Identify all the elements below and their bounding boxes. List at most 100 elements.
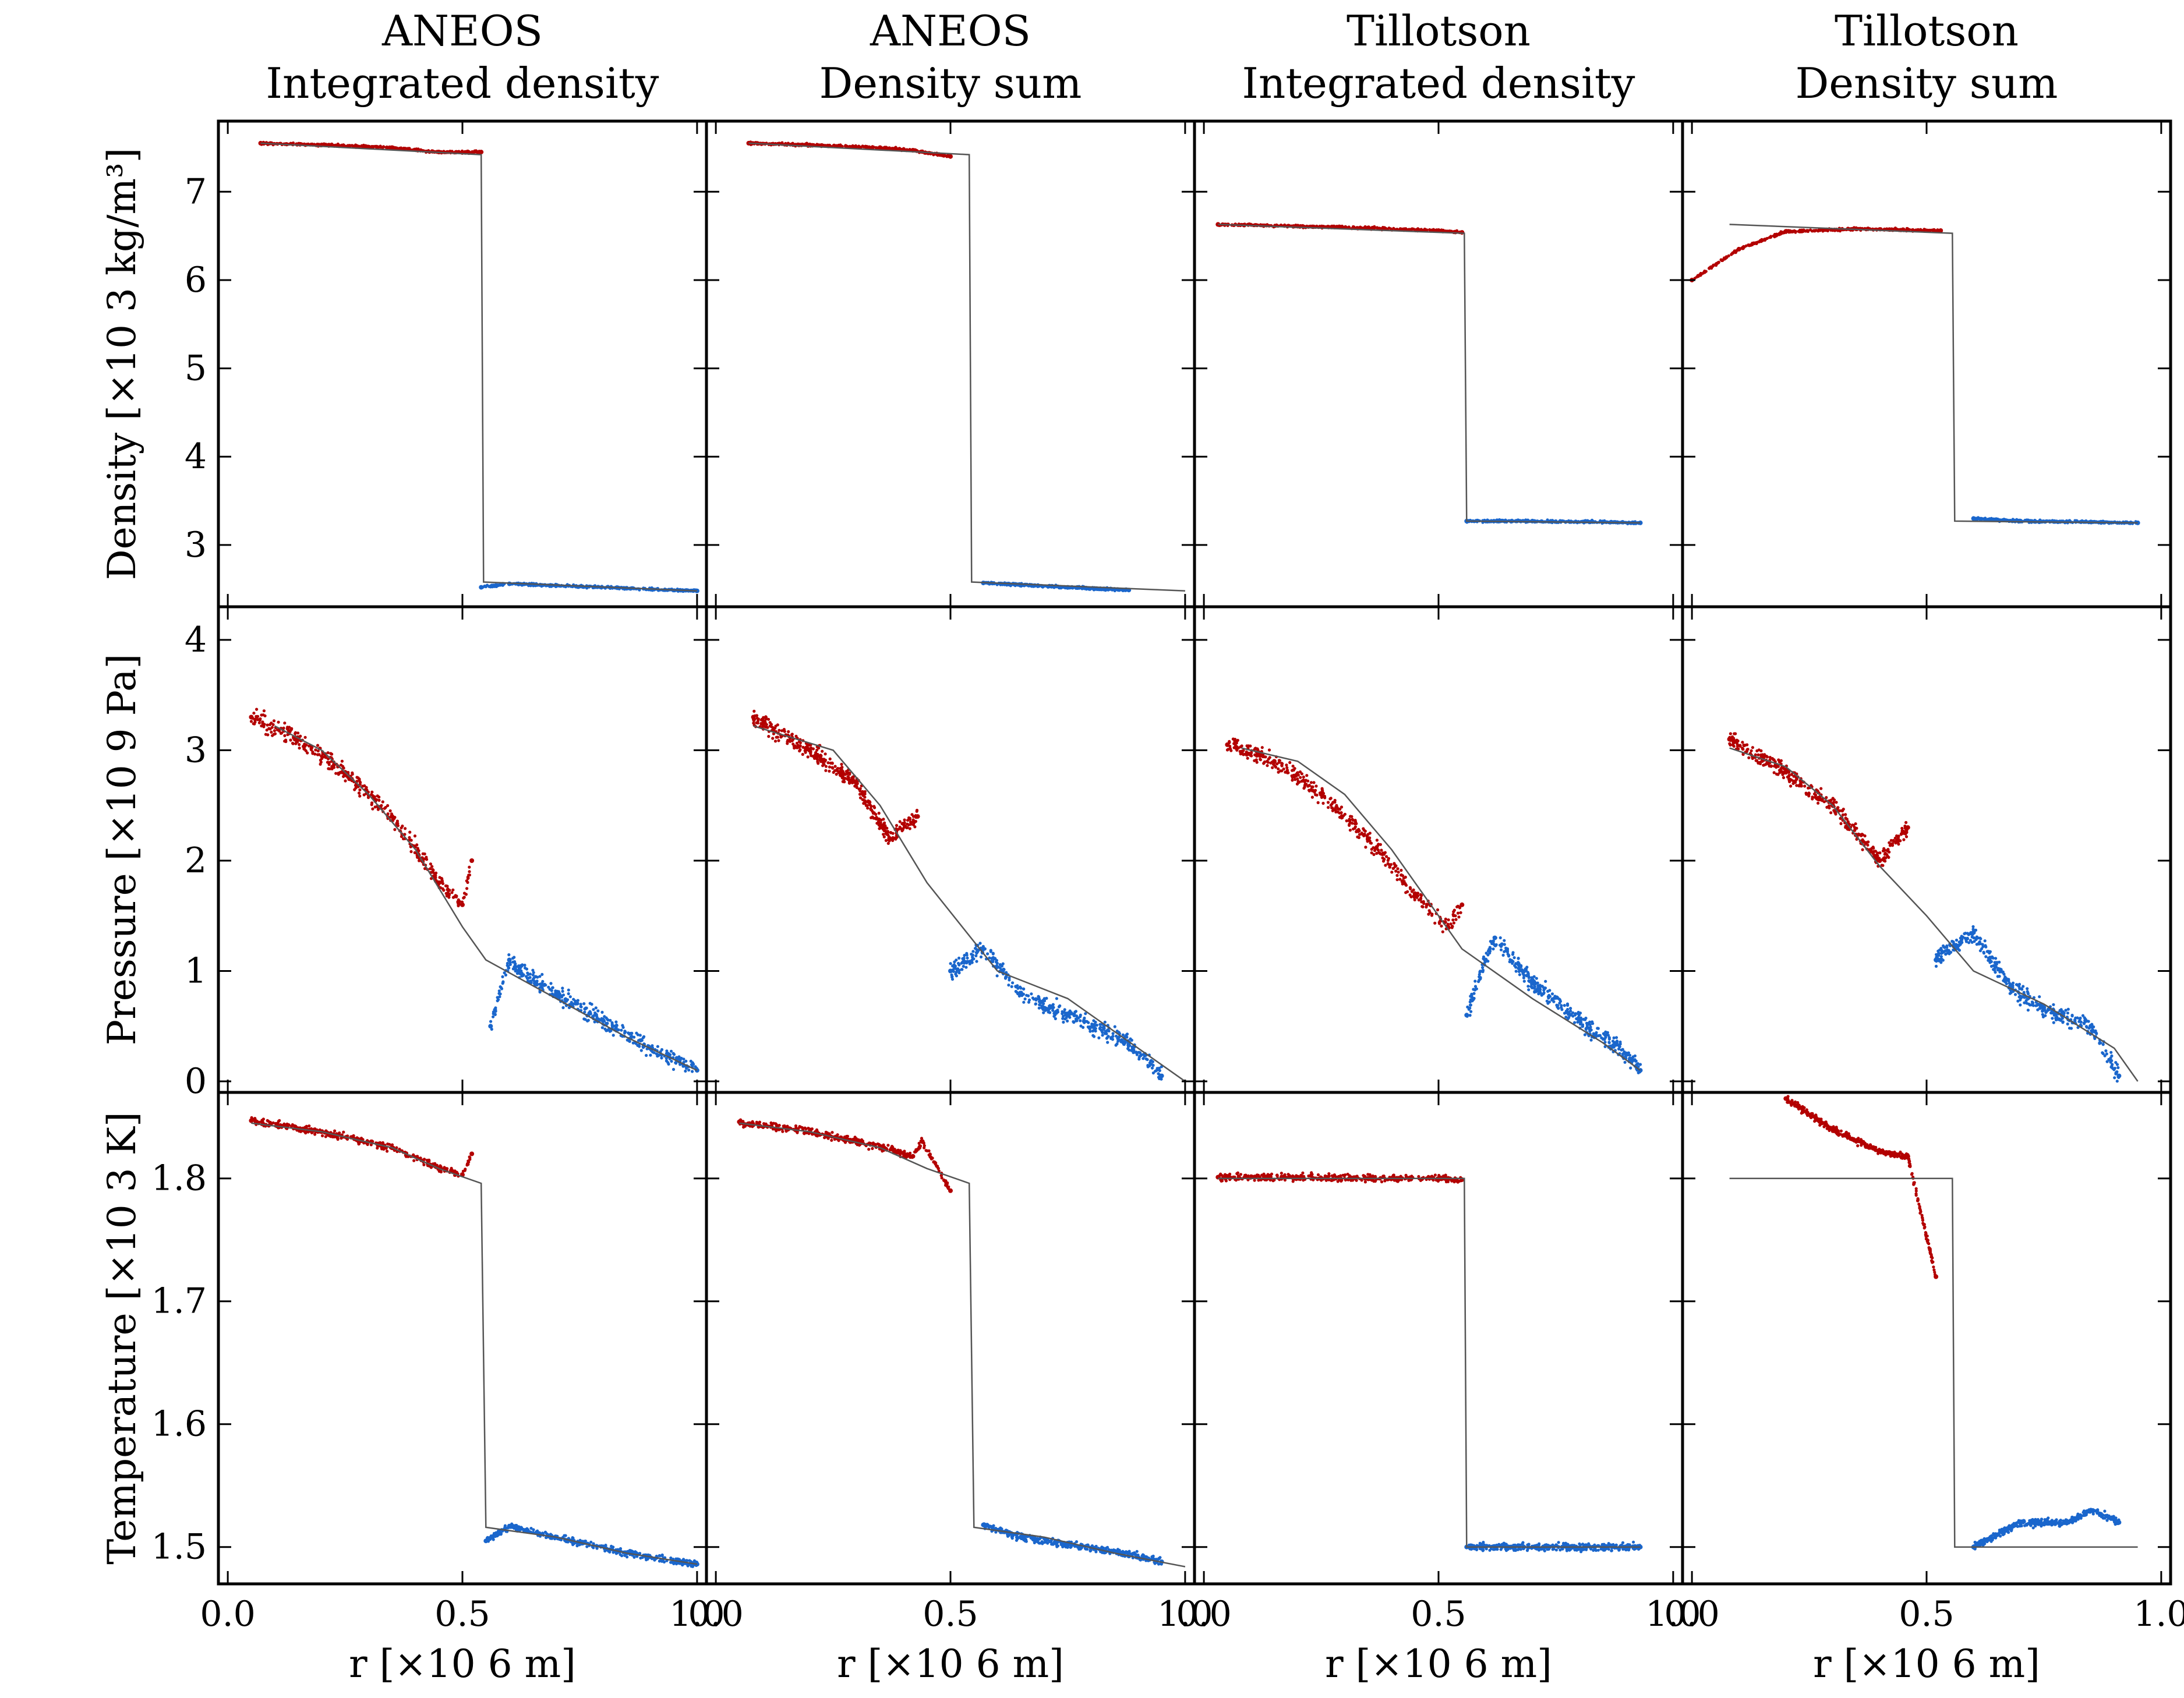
scatter-point bbox=[257, 721, 261, 724]
scatter-point bbox=[1747, 243, 1750, 247]
y-tick-label: 1 bbox=[185, 951, 207, 992]
scatter-point bbox=[353, 788, 356, 791]
column-title-line: Tillotson bbox=[1835, 6, 2019, 55]
scatter-point bbox=[895, 824, 899, 827]
scatter-point bbox=[538, 975, 542, 978]
scatter-point bbox=[835, 773, 838, 776]
scatter-point bbox=[769, 723, 773, 726]
scatter-point bbox=[513, 960, 517, 964]
scatter-point bbox=[970, 953, 973, 956]
scatter-point bbox=[790, 733, 794, 736]
scatter-point bbox=[1111, 1032, 1115, 1035]
scatter-point bbox=[1777, 233, 1781, 236]
scatter-point bbox=[913, 820, 916, 823]
scatter-point bbox=[621, 1025, 625, 1029]
scatter-point bbox=[413, 834, 417, 838]
scatter-point bbox=[588, 1011, 592, 1014]
scatter-point bbox=[1116, 588, 1119, 592]
scatter-point bbox=[454, 895, 458, 898]
scatter-point bbox=[390, 145, 395, 150]
scatter-point bbox=[340, 759, 344, 763]
scatter-point bbox=[271, 723, 275, 726]
scatter-point bbox=[265, 728, 268, 732]
scatter-point bbox=[798, 748, 802, 752]
scatter-point bbox=[464, 893, 468, 896]
scatter-point bbox=[346, 144, 350, 147]
scatter-point bbox=[816, 760, 819, 763]
scatter-point bbox=[1150, 1066, 1154, 1070]
scatter-point bbox=[507, 957, 512, 963]
scatter-point bbox=[1363, 225, 1366, 229]
scatter-point bbox=[780, 141, 784, 144]
inner-material-scatter bbox=[751, 709, 920, 845]
scatter-point bbox=[815, 748, 819, 752]
scatter-point bbox=[507, 967, 510, 970]
scatter-point bbox=[483, 585, 487, 588]
scatter-point bbox=[794, 734, 798, 738]
scatter-point bbox=[582, 1017, 586, 1021]
scatter-point bbox=[803, 749, 807, 752]
scatter-point bbox=[974, 954, 978, 957]
scatter-point bbox=[1711, 264, 1715, 268]
scatter-point bbox=[468, 865, 471, 869]
scatter-point bbox=[978, 942, 982, 945]
scatter-point bbox=[908, 816, 911, 820]
scatter-point bbox=[404, 827, 407, 830]
scatter-point bbox=[948, 154, 953, 159]
scatter-point bbox=[567, 988, 570, 992]
scatter-point bbox=[778, 728, 781, 732]
scatter-point bbox=[1755, 240, 1759, 244]
scatter-point bbox=[793, 747, 796, 750]
scatter-point bbox=[579, 1003, 582, 1006]
scatter-point bbox=[528, 972, 532, 976]
scatter-point bbox=[1381, 227, 1386, 231]
scatter-point bbox=[1144, 1057, 1148, 1061]
scatter-point bbox=[824, 758, 827, 762]
scatter-point bbox=[766, 717, 771, 721]
y-tick-label: 3 bbox=[185, 525, 207, 565]
column-title-line: ANEOS bbox=[870, 6, 1031, 55]
scatter-point bbox=[615, 1024, 619, 1027]
scatter-point bbox=[883, 821, 886, 825]
scatter-point bbox=[492, 1015, 495, 1018]
scatter-point bbox=[846, 144, 849, 148]
outer-material-scatter bbox=[948, 942, 1164, 1081]
scatter-point bbox=[833, 765, 837, 768]
scatter-point bbox=[525, 977, 529, 980]
scatter-point bbox=[1101, 1034, 1104, 1037]
scatter-point bbox=[833, 144, 837, 148]
scatter-point bbox=[687, 1069, 691, 1072]
scatter-point bbox=[507, 953, 511, 957]
scatter-point bbox=[1378, 227, 1381, 230]
scatter-point bbox=[523, 963, 526, 967]
scatter-point bbox=[1715, 261, 1718, 265]
scatter-point bbox=[446, 885, 449, 888]
scatter-point bbox=[1113, 1025, 1116, 1028]
scatter-point bbox=[1337, 225, 1340, 229]
scatter-point bbox=[506, 961, 510, 965]
scatter-point bbox=[370, 145, 374, 148]
scatter-point bbox=[771, 737, 775, 740]
scatter-point bbox=[450, 891, 454, 894]
scatter-point bbox=[1063, 1008, 1066, 1011]
scatter-point bbox=[493, 1013, 497, 1016]
scatter-point bbox=[858, 787, 862, 791]
scatter-point bbox=[818, 756, 822, 760]
scatter-point bbox=[606, 1018, 609, 1021]
scatter-point bbox=[872, 805, 876, 808]
scatter-point bbox=[532, 584, 535, 588]
scatter-point bbox=[367, 145, 370, 148]
scatter-point bbox=[1817, 228, 1821, 232]
scatter-point bbox=[609, 1018, 612, 1022]
scatter-point bbox=[807, 748, 812, 753]
scatter-point bbox=[1312, 224, 1316, 228]
scatter-point bbox=[630, 1032, 633, 1035]
scatter-point bbox=[316, 744, 320, 747]
y-tick-label: 5 bbox=[185, 348, 207, 389]
scatter-point bbox=[1299, 224, 1303, 228]
scatter-point bbox=[485, 583, 489, 587]
scatter-point bbox=[399, 147, 402, 150]
panel-0-1 bbox=[705, 119, 1196, 609]
